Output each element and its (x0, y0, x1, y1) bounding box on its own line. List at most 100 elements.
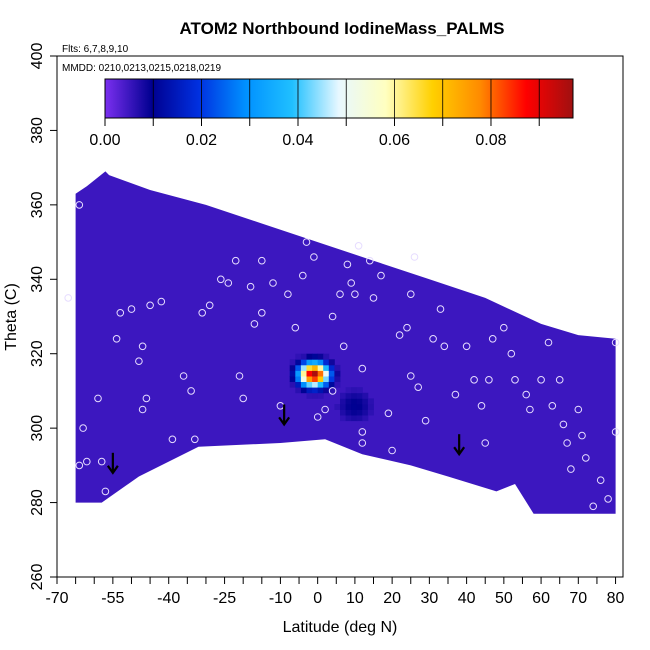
sample-point (291, 323, 300, 332)
colorbar-tick-label: 0.06 (379, 132, 410, 149)
field-cell (300, 376, 307, 382)
y-tick-label: 340 (29, 266, 46, 293)
field-cell (300, 370, 307, 377)
x-tick-label: 70 (569, 590, 587, 607)
field-cell (295, 364, 302, 371)
x-tick-label: 10 (346, 590, 364, 607)
sample-point (414, 383, 423, 392)
field-cell (317, 359, 324, 366)
sample-point (354, 242, 363, 250)
sample-point (328, 387, 337, 395)
sample-point (544, 338, 553, 347)
sample-point (101, 487, 110, 496)
sample-point (366, 256, 374, 265)
field-cell (367, 398, 374, 405)
sample-point (377, 271, 385, 280)
sample-point (94, 394, 102, 403)
flight-arrows (106, 404, 466, 475)
colorbar-tick-label: 0.08 (475, 132, 506, 149)
sample-point (388, 446, 396, 455)
field-cell (356, 398, 363, 405)
sample-point (302, 238, 311, 246)
x-tick-label: 50 (495, 590, 513, 607)
field-cell (351, 392, 358, 399)
field-cell (323, 376, 330, 382)
field-cell (323, 381, 330, 388)
down-arrow-icon (278, 404, 291, 427)
field-cell (334, 370, 341, 377)
field-cell (295, 359, 302, 366)
y-tick-label: 380 (29, 117, 46, 144)
sample-point (187, 387, 195, 395)
field-cell (362, 415, 369, 422)
y-tick-label: 260 (29, 564, 46, 591)
sample-point (358, 439, 367, 447)
sample-point (135, 357, 143, 366)
sample-point (258, 309, 266, 317)
field-cell (317, 387, 324, 394)
field-cell (300, 381, 307, 388)
field-cell (345, 387, 352, 394)
field-cell (351, 398, 358, 405)
sample-point (146, 301, 154, 310)
sample-point (470, 376, 478, 384)
field-cell (289, 359, 296, 366)
field-cell (295, 370, 302, 377)
field-cell (312, 353, 319, 360)
x-tick-label: -10 (269, 590, 292, 607)
x-axis-label: Latitude (deg N) (283, 619, 398, 636)
x-tick-label: 30 (420, 590, 438, 607)
field-cell (317, 392, 324, 399)
field-cell (306, 387, 313, 394)
sample-point (559, 420, 568, 429)
sample-point (407, 290, 415, 299)
field-cell (323, 370, 330, 377)
sample-point (485, 376, 493, 384)
sample-point (142, 394, 151, 403)
field-cell (351, 409, 358, 416)
sample-point (116, 309, 125, 317)
field-cell (317, 364, 324, 371)
down-arrow-icon (106, 452, 119, 475)
sample-point (138, 405, 147, 414)
field-cell (306, 392, 313, 399)
sample-point (574, 405, 583, 414)
colorbar-gradient (104, 78, 574, 119)
field-cell (340, 398, 346, 405)
field-cell (340, 409, 346, 416)
sample-point (462, 342, 471, 351)
sample-point (179, 372, 188, 380)
sample-point (440, 342, 449, 351)
field-cell (295, 381, 302, 388)
sample-point (488, 335, 497, 343)
field-cell (351, 415, 358, 422)
sample-point (500, 323, 508, 332)
sample-point (384, 409, 393, 418)
field-cell (289, 376, 296, 382)
sample-point (217, 275, 225, 284)
field-cell (300, 387, 307, 394)
field-cell (362, 409, 369, 416)
field-cell (356, 387, 363, 394)
sample-point (611, 338, 620, 347)
sample-point (511, 376, 519, 384)
field-cell (328, 381, 335, 388)
field-cell (345, 415, 352, 422)
field-cell (334, 404, 341, 410)
sample-point (578, 431, 586, 440)
sample-point (168, 435, 177, 444)
sample-point (313, 413, 322, 421)
field-cell (312, 370, 319, 377)
sample-point (611, 428, 620, 436)
sample-point (548, 402, 557, 410)
field-cell (295, 376, 302, 382)
sample-point (310, 253, 318, 261)
field-cell (334, 381, 341, 388)
field-cell (300, 353, 307, 360)
sample-point (336, 290, 344, 299)
x-tick-label: 80 (607, 590, 625, 607)
sample-point (451, 390, 460, 399)
sample-points (64, 201, 620, 511)
sample-point (246, 282, 255, 291)
sample-point (127, 305, 136, 313)
